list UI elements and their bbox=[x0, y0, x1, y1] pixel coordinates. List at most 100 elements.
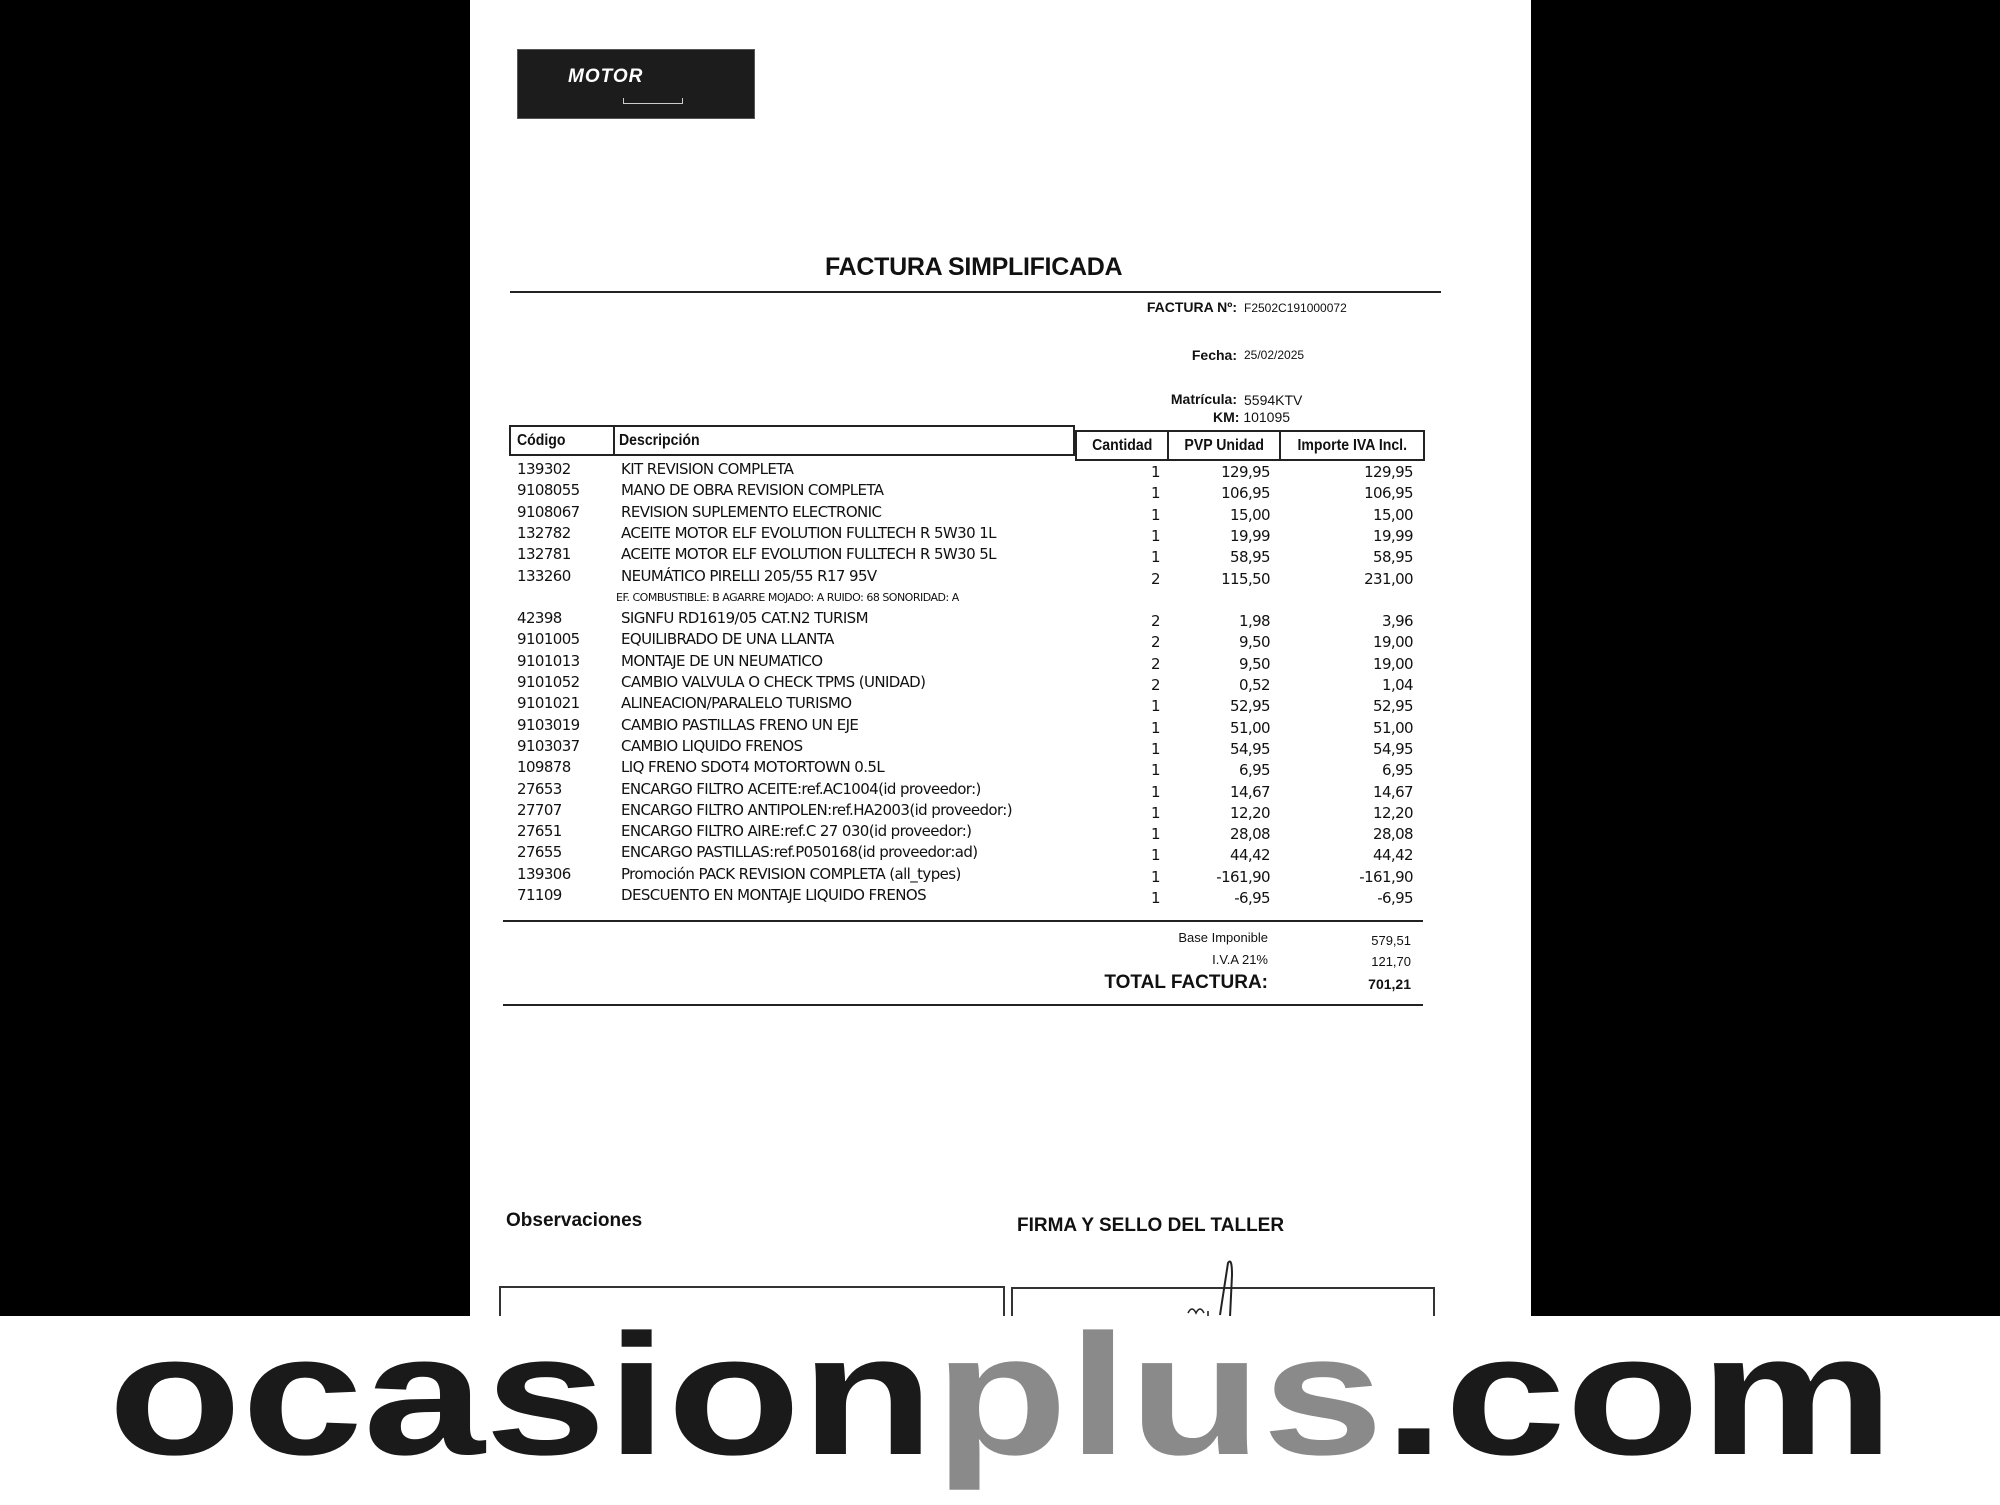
item-quantity: 2 bbox=[1151, 569, 1161, 588]
table-row: 132782 ACEITE MOTOR ELF EVOLUTION FULLTEC… bbox=[470, 524, 1531, 545]
item-quantity: 2 bbox=[1151, 612, 1161, 631]
km-label: KM: bbox=[1213, 409, 1240, 423]
ocasionplus-logo: ocasion plus .com bbox=[108, 1299, 1894, 1491]
item-description: CAMBIO LIQUIDO FRENOS bbox=[621, 736, 803, 755]
table-row: 139306 Promoción PACK REVISION COMPLETA (… bbox=[470, 865, 1531, 886]
table-row: 9108067 REVISION SUPLEMENTO ELECTRONIC 1 15… bbox=[470, 503, 1531, 524]
item-unit-price: 54,95 bbox=[1230, 739, 1271, 758]
item-unit-price: 1,98 bbox=[1239, 612, 1271, 631]
item-code: 9108067 bbox=[517, 502, 580, 521]
item-description: ENCARGO FILTRO AIRE:ref.C 27 030(id prov… bbox=[621, 822, 972, 841]
header-total: Importe IVA Incl. bbox=[1279, 430, 1425, 461]
header-code-text: Código bbox=[517, 432, 566, 449]
item-code: 27651 bbox=[517, 822, 562, 841]
item-description: Promoción PACK REVISION COMPLETA (all_ty… bbox=[621, 864, 961, 883]
observations-label: Observaciones bbox=[506, 1210, 643, 1231]
logo-ocasion: ocasion bbox=[108, 1316, 934, 1491]
invoice-number-label: FACTURA Nº: bbox=[1146, 299, 1237, 315]
item-total: 44,42 bbox=[1373, 846, 1414, 865]
item-unit-price: 12,20 bbox=[1230, 803, 1271, 822]
observations-box bbox=[499, 1286, 1005, 1316]
item-quantity: 1 bbox=[1151, 867, 1161, 886]
base-label: Base Imponible bbox=[1178, 930, 1268, 945]
handwritten-signature bbox=[1187, 1260, 1234, 1316]
item-code: 71109 bbox=[517, 886, 562, 904]
total-value: 701,21 bbox=[1368, 976, 1411, 992]
item-description: KIT REVISION COMPLETA bbox=[621, 460, 794, 478]
item-description: CAMBIO VALVULA O CHECK TPMS (UNIDAD) bbox=[621, 673, 926, 691]
item-description: EQUILIBRADO DE UNA LLANTA bbox=[621, 630, 834, 649]
item-code: 109878 bbox=[517, 758, 571, 777]
table-row: 27707 ENCARGO FILTRO ANTIPOLEN:ref.HA2003… bbox=[470, 801, 1531, 822]
item-quantity: 1 bbox=[1151, 889, 1161, 907]
item-quantity: 1 bbox=[1151, 761, 1161, 780]
watermark-banner: ocasion plus .com bbox=[0, 1299, 2000, 1500]
header-total-text: Importe IVA Incl. bbox=[1297, 437, 1407, 454]
item-total: 1,04 bbox=[1382, 676, 1414, 694]
table-row: 9101013 MONTAJE DE UN NEUMATICO 2 9,50 19,00 bbox=[470, 652, 1531, 673]
item-description: MANO DE OBRA REVISION COMPLETA bbox=[621, 481, 884, 500]
item-code: 9101013 bbox=[517, 651, 580, 670]
item-total: 52,95 bbox=[1373, 697, 1414, 716]
table-row: 9101005 EQUILIBRADO DE UNA LLANTA 2 9,50 19,… bbox=[470, 630, 1531, 651]
item-unit-price: 106,95 bbox=[1221, 484, 1270, 503]
item-unit-price: -6,95 bbox=[1234, 889, 1270, 907]
item-description: ACEITE MOTOR ELF EVOLUTION FULLTECH R 5W… bbox=[621, 545, 997, 564]
table-header: Código Descripción Cantidad PVP Unidad I… bbox=[509, 425, 1425, 461]
totals-bottom-divider bbox=[503, 1004, 1423, 1006]
header-quantity-text: Cantidad bbox=[1091, 437, 1153, 454]
item-code: 27655 bbox=[517, 843, 562, 862]
item-quantity: 1 bbox=[1151, 718, 1161, 737]
logo-text: MOTOR bbox=[568, 66, 644, 87]
totals-divider bbox=[503, 920, 1423, 922]
item-description: ENCARGO FILTRO ANTIPOLEN:ref.HA2003(id p… bbox=[621, 800, 1013, 819]
km-value: 101095 bbox=[1243, 409, 1291, 423]
item-total: 231,00 bbox=[1364, 569, 1413, 588]
item-total: 106,95 bbox=[1364, 484, 1413, 503]
header-code: Código bbox=[509, 425, 615, 456]
item-description: NEUMÁTICO PIRELLI 205/55 R17 95V bbox=[621, 566, 877, 585]
logo-plus: plus bbox=[934, 1316, 1383, 1491]
table-row: 9108055 MANO DE OBRA REVISION COMPLETA 1 10… bbox=[470, 481, 1531, 502]
item-total: 51,00 bbox=[1373, 718, 1414, 737]
total-label: TOTAL FACTURA: bbox=[1104, 972, 1268, 993]
invoice-number: F2502C191000072 bbox=[1244, 301, 1347, 315]
item-total: 19,99 bbox=[1373, 526, 1414, 545]
item-description: ENCARGO PASTILLAS:ref.P050168(id proveed… bbox=[621, 843, 978, 862]
item-unit-price: 28,08 bbox=[1230, 825, 1271, 844]
item-code: 9101005 bbox=[517, 630, 580, 649]
signature-box bbox=[1011, 1287, 1435, 1316]
item-quantity: 2 bbox=[1151, 633, 1161, 652]
item-description: DESCUENTO EN MONTAJE LIQUIDO FRENOS bbox=[621, 886, 927, 904]
item-code: 9101021 bbox=[517, 694, 580, 713]
right-black-margin bbox=[1531, 0, 2000, 1316]
item-total: 6,95 bbox=[1382, 761, 1414, 780]
item-code: 9103037 bbox=[517, 736, 580, 755]
table-row: 9101021 ALINEACION/PARALELO TURISMO 1 52,95… bbox=[470, 694, 1531, 715]
item-unit-price: 14,67 bbox=[1230, 782, 1271, 801]
base-value: 579,51 bbox=[1371, 933, 1411, 948]
item-unit-price: 19,99 bbox=[1230, 526, 1271, 545]
item-total: 19,00 bbox=[1373, 654, 1414, 673]
item-code: 133260 bbox=[517, 566, 571, 585]
document-title: FACTURA SIMPLIFICADA bbox=[825, 253, 1123, 281]
item-unit-price: -161,90 bbox=[1216, 867, 1270, 886]
item-quantity: 1 bbox=[1151, 526, 1161, 545]
table-row: 9103019 CAMBIO PASTILLAS FRENO UN EJE 1 51,… bbox=[470, 716, 1531, 737]
item-unit-price: 115,50 bbox=[1221, 569, 1270, 588]
item-quantity: 1 bbox=[1151, 463, 1161, 481]
item-quantity: 1 bbox=[1151, 484, 1161, 503]
header-unit-price: PVP Unidad bbox=[1167, 430, 1281, 461]
title-divider bbox=[510, 291, 1441, 293]
item-unit-price: 9,50 bbox=[1239, 633, 1271, 652]
item-total: 19,00 bbox=[1373, 633, 1414, 652]
item-code: 139302 bbox=[517, 460, 571, 478]
plate-label: Matrícula: bbox=[1170, 391, 1237, 407]
table-row: 27655 ENCARGO PASTILLAS:ref.P050168(id pr… bbox=[470, 843, 1531, 864]
company-logo: MOTOR bbox=[517, 49, 755, 119]
item-quantity: 2 bbox=[1151, 654, 1161, 673]
header-description: Descripción bbox=[613, 425, 1075, 456]
plate-value: 5594KTV bbox=[1244, 392, 1303, 408]
item-quantity: 1 bbox=[1151, 846, 1161, 865]
item-description: SIGNFU RD1619/05 CAT.N2 TURISM bbox=[621, 609, 869, 628]
